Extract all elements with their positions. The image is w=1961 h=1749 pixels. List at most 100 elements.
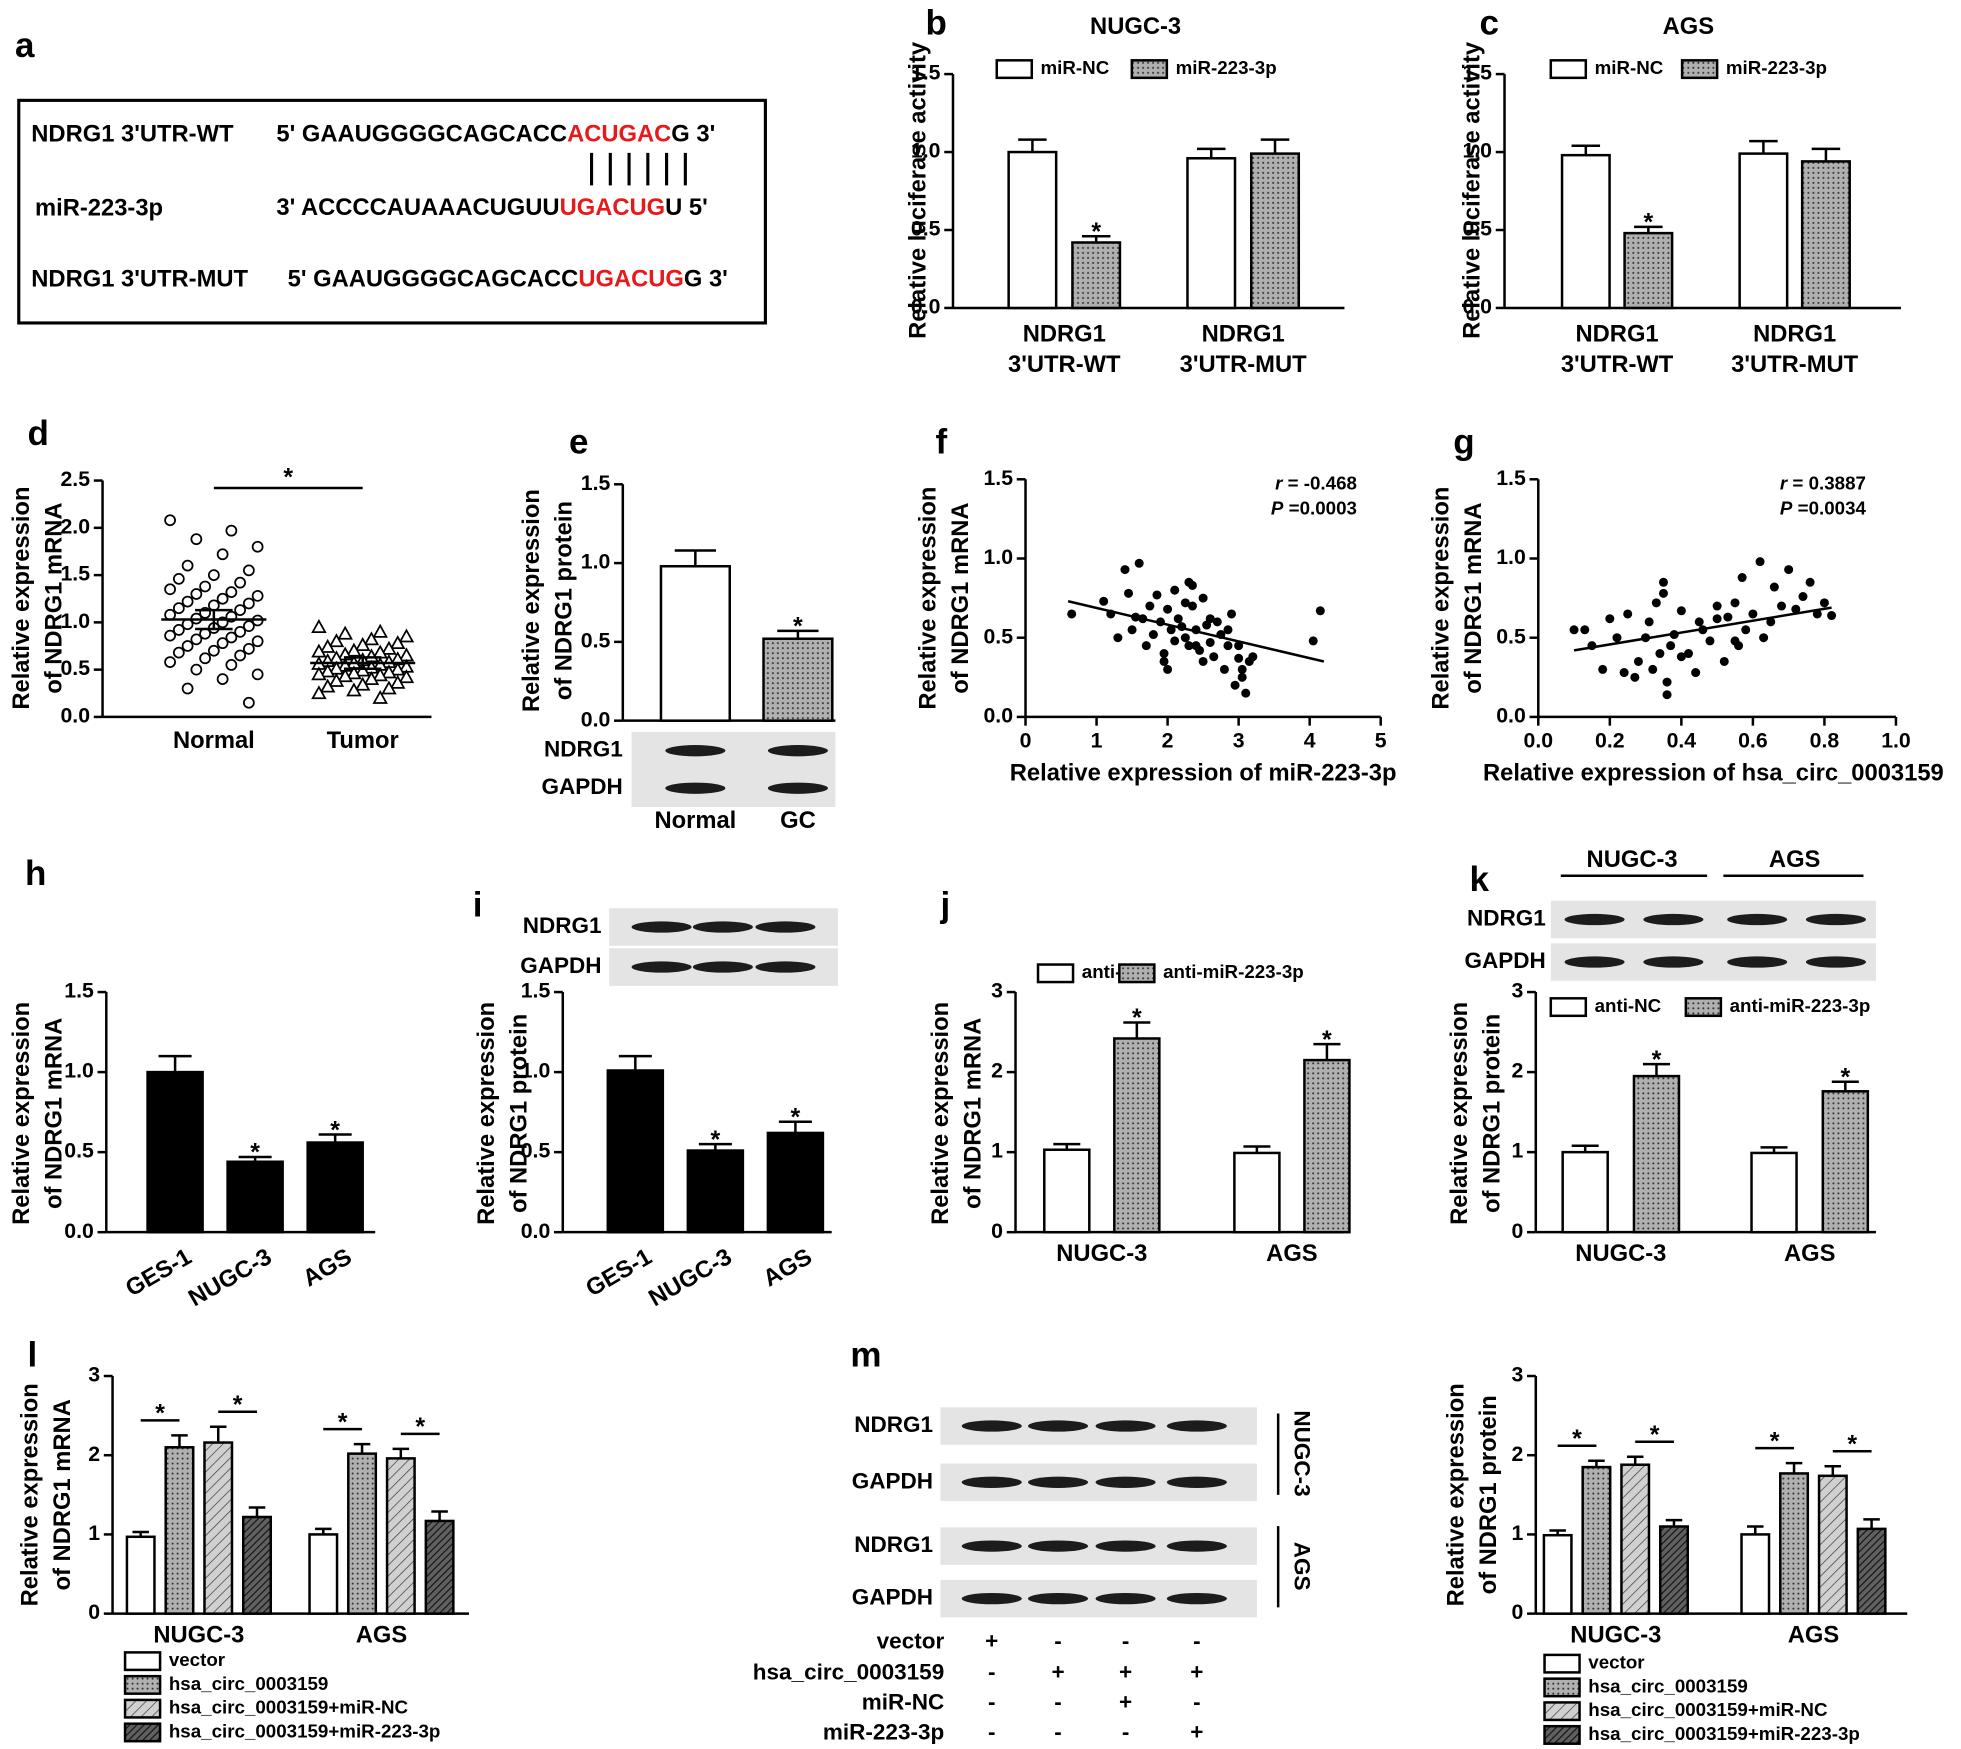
point [1798, 592, 1808, 602]
x-tick-label: 3'UTR-WT [1561, 351, 1674, 378]
sequence: 5' GAAUGGGGCAGCACCACUGACG 3' [276, 121, 715, 148]
error-bar [1260, 138, 1290, 154]
point [242, 642, 255, 655]
y-axis-label: of NDRG1 mRNA [40, 502, 67, 693]
y-axis-label: Relative luciferase activity [1459, 41, 1486, 339]
error-bar [1642, 1062, 1670, 1077]
seed-match: UGACUG [560, 194, 666, 221]
condition-sign: - [988, 1690, 996, 1715]
bar [1581, 1465, 1612, 1615]
point [207, 644, 220, 657]
y-tick-label: 0.5 [1462, 217, 1492, 241]
bar [762, 637, 834, 722]
error-bar [1785, 1461, 1803, 1474]
point [164, 656, 176, 668]
error-bar [195, 608, 233, 631]
point [1120, 565, 1130, 575]
point [1315, 606, 1325, 616]
x-tick-label: 3'UTR-MUT [1180, 351, 1308, 378]
point [216, 673, 229, 685]
blot-band [1028, 1592, 1089, 1605]
bar [1561, 1150, 1609, 1234]
panel-letter: e [569, 423, 588, 462]
point [1191, 641, 1201, 651]
error-bar [1626, 1455, 1644, 1465]
x-axis-label: Relative expression of miR-223-3p [1010, 760, 1397, 787]
bar [385, 1457, 416, 1615]
blot-band [1166, 1592, 1227, 1605]
y-tick-label: 1.5 [521, 979, 551, 1003]
error-bar [1831, 1080, 1859, 1092]
point [1170, 636, 1180, 646]
condition-sign: - [988, 1720, 996, 1745]
point [1612, 633, 1622, 643]
point [1684, 649, 1694, 659]
error-bar [1588, 1459, 1605, 1468]
point [1723, 612, 1733, 622]
point [1223, 641, 1233, 651]
x-tick-label: Normal [173, 727, 255, 754]
error-bar [1571, 1144, 1599, 1153]
legend-label: hsa_circ_0003159+miR-NC [169, 1697, 409, 1718]
error-bar [343, 656, 382, 670]
y-axis-label: Relative expression [473, 1002, 500, 1225]
sequence-part: U 5' [665, 194, 708, 221]
stat-symbol: r [1780, 472, 1789, 493]
point [1712, 601, 1722, 611]
point [225, 586, 238, 598]
y-tick-label: 0.0 [64, 1219, 94, 1243]
point [1730, 636, 1740, 646]
point [190, 533, 203, 546]
error-bar [392, 1447, 410, 1459]
error-bar [1053, 1142, 1081, 1150]
significance-label: * [793, 613, 803, 641]
legend-swatch [1036, 963, 1075, 984]
stat: P =0.0034 [1780, 497, 1867, 518]
blot-label: GAPDH [852, 1468, 933, 1493]
bar [1620, 1463, 1651, 1615]
error-bar [1123, 1021, 1151, 1039]
point [337, 668, 353, 683]
point [328, 672, 345, 687]
y-axis-label: Relative expression [915, 487, 942, 710]
blot-label: NDRG1 [523, 913, 602, 938]
point [1694, 617, 1704, 627]
error-bar [1018, 138, 1047, 153]
point [1248, 652, 1258, 662]
condition-sign: - [988, 1660, 996, 1685]
bar [203, 1441, 234, 1615]
point [1712, 614, 1722, 624]
error-bar [1313, 1042, 1341, 1061]
blot-band [692, 961, 753, 973]
bar [659, 564, 731, 722]
y-tick-label: 0 [88, 1600, 100, 1624]
x-tick-label: Normal [654, 807, 736, 834]
stat-value: =0.0034 [1792, 497, 1866, 518]
legend-label: anti-miR-223-3p [1163, 961, 1304, 982]
bar [1303, 1058, 1351, 1234]
x-tick-label: AGS [356, 1621, 407, 1648]
bar [1007, 150, 1058, 310]
error-bar [248, 1506, 266, 1517]
y-tick-label: 1 [1511, 1521, 1523, 1545]
point [1237, 664, 1247, 674]
error-bar [1824, 1465, 1842, 1476]
legend-label: hsa_circ_0003159 [169, 1673, 329, 1694]
error-bar [1863, 1518, 1880, 1529]
point [181, 595, 194, 608]
y-tick-label: 0 [1511, 1219, 1523, 1243]
blot-band [1564, 913, 1625, 926]
legend-label: vector [169, 1649, 226, 1670]
point [190, 588, 203, 600]
y-axis-label: Relative expression [8, 487, 35, 710]
point [372, 689, 388, 704]
point [216, 548, 229, 561]
sequence-part: G 3' [684, 266, 728, 293]
point [1198, 656, 1208, 666]
condition-sign: - [1054, 1720, 1062, 1745]
point [1623, 609, 1633, 619]
bar [125, 1535, 156, 1615]
bar [1071, 241, 1122, 310]
sequence-part: G 3' [671, 121, 715, 148]
bar [1542, 1533, 1573, 1615]
